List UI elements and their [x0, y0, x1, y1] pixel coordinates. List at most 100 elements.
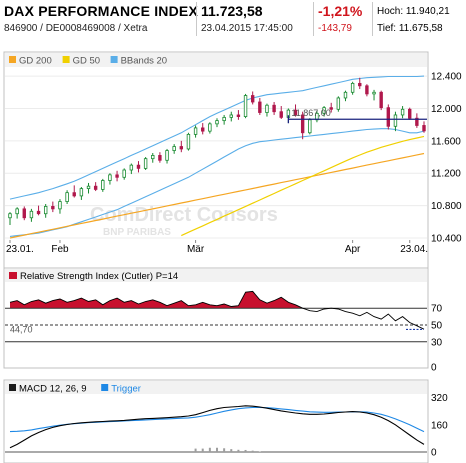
- candle-body: [250, 95, 255, 103]
- header-divider: [196, 2, 197, 36]
- candle-body: [208, 123, 212, 132]
- price-legend: GD 200 GD 50 BBands 20: [9, 56, 167, 67]
- watermark-line2: BNP PARIBAS: [103, 227, 171, 238]
- candle-body: [165, 150, 169, 161]
- watermark: ComDirect Consors BNP PARIBAS: [90, 204, 278, 238]
- candle-body: [358, 82, 362, 87]
- candle-body: [336, 97, 341, 110]
- last-price: 11.723,58: [201, 3, 263, 19]
- candle-body: [43, 206, 48, 215]
- candle-body: [172, 146, 176, 151]
- legend-label: GD 200: [19, 56, 52, 67]
- candle-body: [29, 210, 34, 219]
- legend-label: GD 50: [73, 56, 100, 67]
- price-y-axis: 12.400 12.000 11.600 11.200 10.800 10.400: [431, 72, 462, 245]
- rsi-line: [9, 290, 425, 330]
- legend-swatch: [9, 56, 16, 63]
- instrument-ids: 846900 / DE0008469008 / Xetra: [4, 23, 148, 34]
- candle-body: [179, 146, 184, 150]
- candle-body: [143, 158, 148, 169]
- price-y-tick-label: 12.000: [431, 104, 462, 115]
- rsi-legend-icon: [9, 272, 17, 279]
- candle-body: [293, 109, 298, 116]
- rsi-y-tick-label: 70: [431, 304, 443, 315]
- macd-legend: MACD 12, 26, 9 Trigger: [9, 384, 141, 395]
- candle-body: [222, 116, 226, 122]
- candle-body: [422, 125, 426, 132]
- quote-header: DAX PERFORMANCE INDEX 846900 / DE0008469…: [0, 0, 466, 40]
- change-percent: -1,21%: [318, 3, 363, 19]
- candle-body: [22, 208, 26, 219]
- rsi-overbought-fill: [10, 291, 424, 309]
- price-x-tick-label: Apr: [345, 244, 361, 255]
- price-indicators: [9, 75, 425, 239]
- legend-label: BBands 20: [121, 56, 167, 67]
- change-absolute: -143,79: [318, 23, 352, 34]
- candle-body: [158, 155, 162, 161]
- candle-body: [86, 185, 91, 190]
- candle-body: [136, 164, 141, 169]
- candle-body: [415, 117, 419, 126]
- candle-body: [186, 133, 191, 150]
- rsi-y-tick-label: 30: [431, 337, 443, 348]
- price-panel: [3, 51, 429, 281]
- macd-y-tick-label: 0: [431, 448, 437, 459]
- horizontal-marker-label: 11.867,00: [291, 108, 330, 118]
- price-annotation: 11.867,00: [287, 108, 427, 124]
- candle-body: [122, 169, 126, 178]
- price-grid: [5, 75, 427, 239]
- price-x-tick-label: 23.01.: [6, 244, 34, 255]
- macd-plot: 320 160 0: [5, 393, 448, 459]
- macd-legend-swatch: [101, 384, 109, 391]
- quote-datetime: 23.04.2015 17:45:00: [201, 23, 293, 34]
- candle-body: [308, 119, 312, 134]
- candle-body: [108, 174, 112, 181]
- rsi-plot: 44,70 70 50 30 0: [5, 290, 443, 374]
- candle-body: [8, 213, 12, 219]
- candle-body: [265, 104, 269, 113]
- candle-body: [79, 188, 84, 197]
- chart-area: GD 200 GD 50 BBands 20 ComDirect Consors B…: [3, 51, 462, 463]
- price-x-tick-label: Mär: [187, 244, 205, 255]
- macd-legend-bar: [5, 381, 427, 394]
- candle-body: [279, 111, 283, 118]
- macd-histogram-bar: [216, 447, 218, 452]
- rsi-title-bar: [5, 269, 427, 282]
- macd-histogram-bar: [230, 449, 233, 452]
- rsi-y-tick-label: 50: [431, 321, 443, 332]
- candle-body: [93, 185, 98, 190]
- candle-body: [51, 206, 55, 210]
- macd-y-tick-label: 160: [431, 420, 448, 431]
- candle-body: [322, 107, 326, 114]
- candle-body: [408, 108, 412, 119]
- candle-body: [15, 208, 19, 215]
- macd-histogram-bar: [223, 448, 226, 452]
- price-y-tick-label: 11.600: [431, 136, 461, 147]
- candle-body: [58, 201, 62, 210]
- candle-body: [379, 91, 383, 109]
- macd-histogram-bar: [244, 449, 247, 452]
- price-x-tick-label: 23.04.: [400, 244, 428, 255]
- candle-body: [201, 127, 205, 132]
- price-legend-bar: [5, 53, 427, 67]
- rsi-panel: [3, 267, 429, 369]
- header-divider: [313, 2, 314, 36]
- macd-line: [9, 405, 425, 449]
- macd-histogram-bar: [194, 448, 197, 452]
- candle-body: [243, 95, 248, 117]
- macd-histogram-bar: [201, 448, 204, 452]
- candle-body: [36, 210, 41, 215]
- macd-histogram-bar: [208, 447, 211, 452]
- candle-body: [329, 107, 333, 110]
- price-y-tick-label: 11.200: [431, 169, 461, 180]
- day-high: Hoch: 11.940,21: [377, 6, 450, 17]
- price-y-tick-label: 10.800: [431, 201, 462, 212]
- macd-legend-label: MACD 12, 26, 9: [19, 384, 87, 395]
- candle-body: [65, 192, 69, 202]
- candle-body: [236, 114, 241, 117]
- price-y-tick-label: 12.400: [431, 72, 462, 83]
- candle-body: [129, 164, 134, 171]
- header-divider: [372, 2, 373, 36]
- candle-body: [300, 114, 305, 134]
- candle-body: [229, 114, 233, 118]
